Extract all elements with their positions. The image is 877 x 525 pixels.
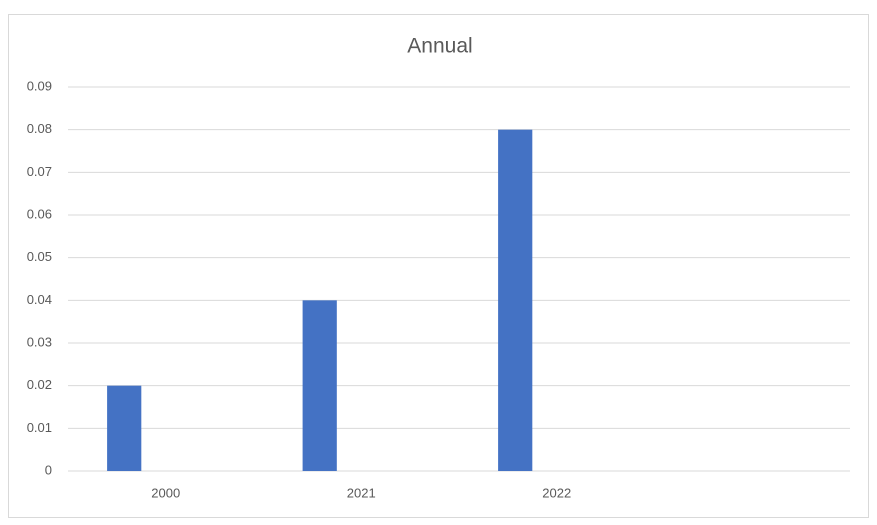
- bar: [302, 300, 337, 471]
- chart-title: Annual: [407, 35, 472, 58]
- y-tick-label: 0.08: [27, 121, 52, 136]
- y-tick-label: 0.06: [27, 206, 52, 221]
- y-tick-label: 0: [45, 462, 52, 477]
- y-tick-label: 0.03: [27, 334, 52, 349]
- x-tick-label: 2000: [151, 485, 180, 500]
- chart-border: [8, 14, 869, 518]
- bar: [107, 385, 142, 471]
- x-tick-label: 2022: [542, 485, 571, 500]
- y-tick-label: 0.01: [27, 420, 52, 435]
- y-tick-label: 0.02: [27, 377, 52, 392]
- bar: [498, 129, 533, 471]
- x-tick-label: 2021: [347, 485, 376, 500]
- y-tick-label: 0.05: [27, 249, 52, 264]
- y-tick-label: 0.09: [27, 78, 52, 93]
- y-tick-label: 0.04: [27, 292, 52, 307]
- y-tick-label: 0.07: [27, 164, 52, 179]
